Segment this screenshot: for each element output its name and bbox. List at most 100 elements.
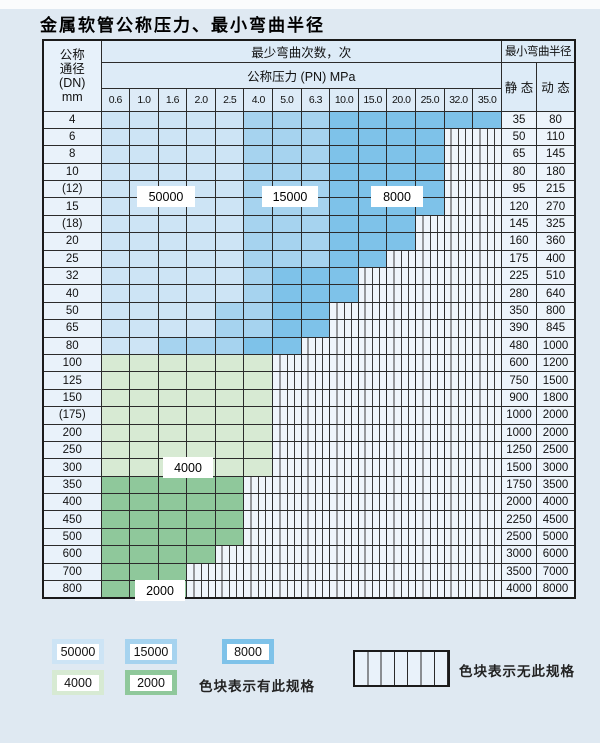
dn-cell: 200 bbox=[42, 423, 102, 442]
pressure-cell bbox=[300, 423, 331, 442]
pressure-cell bbox=[329, 301, 359, 321]
pressure-cell bbox=[186, 527, 216, 547]
pressure-cell bbox=[443, 423, 474, 442]
dynamic-cell: 145 bbox=[535, 145, 576, 164]
pressure-cell bbox=[186, 510, 216, 529]
pressure-cell bbox=[129, 127, 159, 147]
dynamic-cell: 400 bbox=[535, 249, 576, 269]
pressure-cell bbox=[186, 406, 216, 425]
pressure-cell bbox=[157, 353, 188, 373]
dynamic-cell: 5000 bbox=[535, 527, 576, 547]
pressure-cell bbox=[100, 249, 131, 269]
pressure-cell bbox=[415, 145, 445, 164]
pressure-cell bbox=[472, 284, 502, 303]
pressure-cell bbox=[272, 214, 302, 234]
dn-cell: 125 bbox=[42, 371, 102, 390]
pressure-cell bbox=[415, 440, 445, 460]
pressure-cell bbox=[272, 145, 302, 164]
pressure-cell bbox=[100, 214, 131, 234]
legend-swatch-label: 8000 bbox=[227, 643, 269, 660]
pressure-cell bbox=[386, 458, 417, 477]
static-cell: 80 bbox=[500, 162, 537, 182]
pressure-cell bbox=[329, 440, 359, 460]
pressure-cell bbox=[415, 580, 445, 599]
pressure-cell bbox=[386, 284, 417, 303]
pressure-cell bbox=[415, 249, 445, 269]
pressure-cell bbox=[472, 232, 502, 251]
pressure-cell bbox=[329, 127, 359, 147]
pressure-cell bbox=[272, 458, 302, 477]
pressure-cell bbox=[300, 545, 331, 564]
pressure-cell bbox=[357, 371, 388, 390]
pressure-cell bbox=[157, 284, 188, 303]
pressure-cell bbox=[415, 284, 445, 303]
table-row: 350 1750 3500 bbox=[42, 475, 576, 495]
dynamic-cell: 8000 bbox=[535, 580, 576, 599]
pressure-tick: 15.0 bbox=[357, 87, 388, 112]
pressure-cell bbox=[472, 371, 502, 390]
pressure-cell bbox=[100, 284, 131, 303]
pressure-cell bbox=[329, 197, 359, 216]
pressure-cell bbox=[443, 510, 474, 529]
pressure-cell bbox=[214, 353, 245, 373]
pressure-cell bbox=[386, 388, 417, 408]
table-row: 6 50 110 bbox=[42, 127, 576, 147]
pressure-cell bbox=[214, 249, 245, 269]
pressure-cell bbox=[357, 527, 388, 547]
pressure-cell bbox=[186, 127, 216, 147]
pressure-cell bbox=[243, 145, 274, 164]
pressure-cell bbox=[157, 267, 188, 286]
pressure-cell bbox=[243, 284, 274, 303]
pressure-cell bbox=[214, 545, 245, 564]
pressure-cell bbox=[357, 301, 388, 321]
legend-no-spec-text: 色块表示无此规格 bbox=[459, 664, 575, 679]
dn-cell: 25 bbox=[42, 249, 102, 269]
pressure-cell bbox=[157, 406, 188, 425]
pressure-cell bbox=[329, 267, 359, 286]
pressure-cell bbox=[243, 423, 274, 442]
pressure-cell bbox=[443, 284, 474, 303]
dynamic-cell: 7000 bbox=[535, 562, 576, 582]
pressure-cell bbox=[386, 249, 417, 269]
table-row: 800 4000 8000 bbox=[42, 580, 576, 599]
dynamic-cell: 845 bbox=[535, 319, 576, 338]
pressure-cell bbox=[443, 110, 474, 129]
pressure-cell bbox=[186, 580, 216, 599]
static-cell: 3000 bbox=[500, 545, 537, 564]
legend-swatch: 2000 bbox=[125, 670, 177, 695]
pressure-cell bbox=[214, 267, 245, 286]
dynamic-cell: 270 bbox=[535, 197, 576, 216]
pressure-cell bbox=[357, 423, 388, 442]
pressure-cell bbox=[386, 336, 417, 355]
pressure-cell bbox=[386, 353, 417, 373]
pressure-cell bbox=[300, 440, 331, 460]
pressure-cell bbox=[357, 214, 388, 234]
pressure-cell bbox=[186, 162, 216, 182]
pressure-cell bbox=[186, 493, 216, 512]
dynamic-cell: 215 bbox=[535, 180, 576, 199]
dn-cell: 15 bbox=[42, 197, 102, 216]
pressure-cell bbox=[329, 249, 359, 269]
pressure-cell bbox=[214, 493, 245, 512]
dn-header-line: mm bbox=[61, 89, 83, 104]
pressure-cell bbox=[243, 580, 274, 599]
pressure-cell bbox=[272, 249, 302, 269]
pressure-cell bbox=[472, 110, 502, 129]
pressure-cell bbox=[329, 475, 359, 495]
pressure-cell bbox=[129, 458, 159, 477]
pressure-cell bbox=[129, 440, 159, 460]
pressure-cell bbox=[329, 580, 359, 599]
pressure-cell bbox=[100, 180, 131, 199]
static-header: 静 态 bbox=[500, 61, 537, 112]
pressure-cell bbox=[386, 214, 417, 234]
pressure-cell bbox=[443, 162, 474, 182]
pressure-cell bbox=[357, 127, 388, 147]
pressure-cell bbox=[272, 475, 302, 495]
pressure-tick: 6.3 bbox=[300, 87, 331, 112]
pressure-cell bbox=[472, 510, 502, 529]
static-cell: 95 bbox=[500, 180, 537, 199]
pressure-cell bbox=[100, 127, 131, 147]
pressure-tick: 35.0 bbox=[472, 87, 502, 112]
dn-cell: 700 bbox=[42, 562, 102, 582]
dynamic-cell: 1800 bbox=[535, 388, 576, 408]
